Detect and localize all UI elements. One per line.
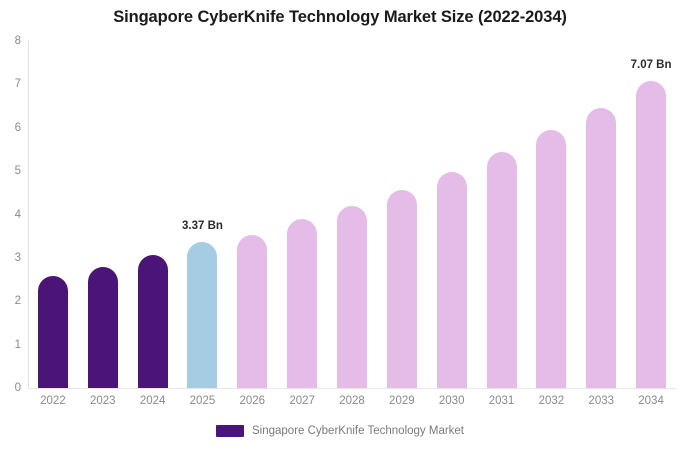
bar[interactable] <box>287 218 318 388</box>
chart-title: Singapore CyberKnife Technology Market S… <box>113 8 567 26</box>
bar-group[interactable]: 2022 <box>28 41 78 407</box>
x-axis-tick-label: 2023 <box>89 395 116 407</box>
bar-group[interactable]: 2033 <box>576 41 626 407</box>
y-axis-tick-label: 8 <box>14 35 21 47</box>
bar-group[interactable]: 2027 <box>277 41 327 407</box>
bar[interactable] <box>586 108 617 388</box>
bar[interactable] <box>87 266 118 388</box>
x-axis-tick-label: 2024 <box>139 395 166 407</box>
plot-area: 0 1 2 3 4 5 6 7 8 2022 2023 2024 2025 3.37 Bn 2026 202… <box>15 35 676 407</box>
chart-legend: Singapore CyberKnife Technology Market <box>0 425 680 437</box>
bar-value-label: 3.37 Bn <box>181 219 223 232</box>
x-axis-line <box>28 388 676 389</box>
bar[interactable] <box>137 255 168 388</box>
bar[interactable] <box>336 205 367 388</box>
y-axis-tick-label: 3 <box>14 251 21 264</box>
y-axis-tick-label: 2 <box>14 295 21 308</box>
y-axis-tick-label: 7 <box>14 78 21 91</box>
bar-value-label: 7.07 Bn <box>630 59 672 72</box>
legend-swatch <box>215 425 244 437</box>
x-axis-tick-label: 2026 <box>239 395 266 407</box>
legend-label: Singapore CyberKnife Technology Market <box>251 425 465 437</box>
bar-group[interactable]: 2031 <box>477 41 527 407</box>
y-axis-tick-label: 1 <box>14 338 21 351</box>
bar-group[interactable]: 2023 <box>78 41 128 407</box>
bar-group[interactable]: 2024 <box>128 41 178 407</box>
x-axis-tick-label: 2030 <box>438 395 465 407</box>
y-axis-line <box>28 41 29 388</box>
bar[interactable] <box>187 241 218 388</box>
y-axis-tick-label: 5 <box>14 165 21 178</box>
y-axis-tick-label: 4 <box>14 208 21 221</box>
bar[interactable] <box>386 189 417 388</box>
bar-group[interactable]: 2032 <box>526 41 576 407</box>
x-axis-tick-label: 2025 <box>189 395 216 407</box>
x-axis-tick-label: 2028 <box>339 395 365 407</box>
x-axis-tick-label: 2027 <box>289 395 315 407</box>
x-axis-tick-label: 2032 <box>538 395 565 407</box>
bar[interactable] <box>486 152 517 388</box>
bar-group[interactable]: 2030 <box>427 41 477 407</box>
bar[interactable] <box>37 276 68 388</box>
bar-group[interactable]: 2025 3.37 Bn <box>178 41 228 407</box>
x-axis-tick-label: 2022 <box>40 395 66 407</box>
bar-group[interactable]: 2029 <box>377 41 427 407</box>
bar-group[interactable]: 2028 <box>327 41 377 407</box>
bar[interactable] <box>237 234 268 388</box>
bar[interactable] <box>436 172 467 388</box>
x-axis-tick-label: 2029 <box>389 395 415 407</box>
bar-group[interactable]: 2034 7.07 Bn <box>626 41 676 407</box>
y-axis-tick-label: 0 <box>14 382 21 394</box>
x-axis-tick-label: 2031 <box>488 395 515 407</box>
bar[interactable] <box>636 81 667 388</box>
bar-group[interactable]: 2026 <box>227 41 277 407</box>
bar[interactable] <box>536 130 567 388</box>
y-axis-tick-label: 6 <box>14 121 21 134</box>
x-axis-tick-label: 2034 <box>638 395 664 407</box>
x-axis-tick-label: 2033 <box>588 395 615 407</box>
